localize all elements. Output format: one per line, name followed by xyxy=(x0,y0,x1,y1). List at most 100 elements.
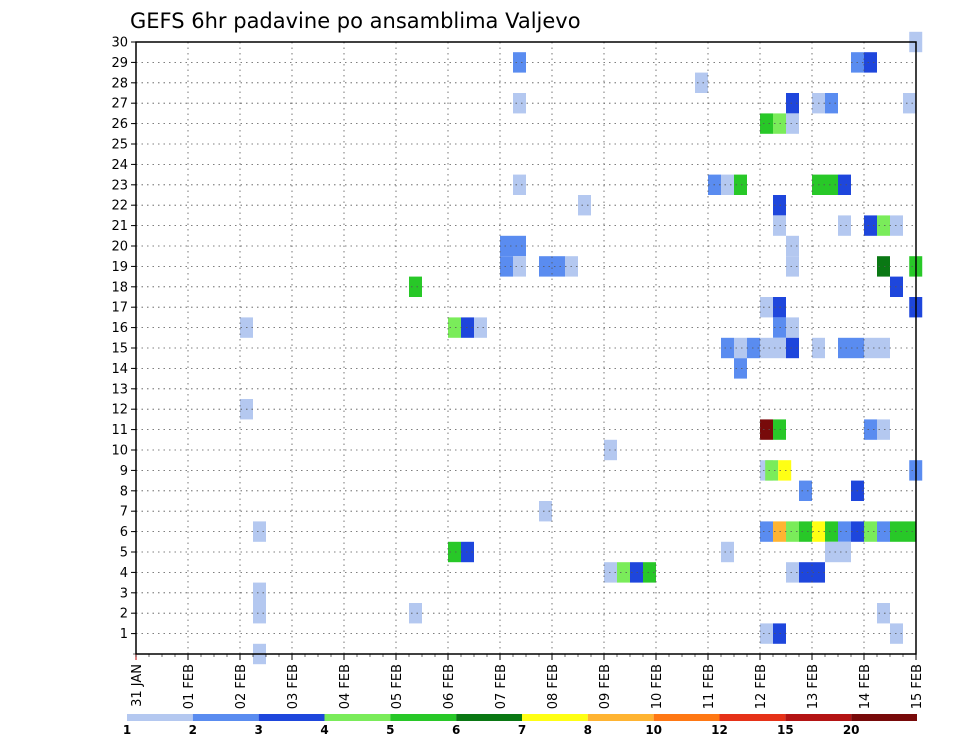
heatmap-cell xyxy=(760,337,786,359)
colorbar-label: 12 xyxy=(711,723,728,737)
heatmap-cell xyxy=(877,521,890,542)
colorbar-swatch xyxy=(390,714,457,721)
heatmap-cell xyxy=(786,93,799,114)
y-tick-label: 21 xyxy=(111,219,128,234)
y-tick-label: 6 xyxy=(120,525,128,540)
x-tick-label: 09 FEB xyxy=(598,664,613,709)
heatmap-cell xyxy=(799,521,812,542)
colorbar-label: 15 xyxy=(777,723,794,737)
y-tick-label: 1 xyxy=(120,627,128,642)
heatmap-cell xyxy=(877,603,890,624)
y-tick-label: 29 xyxy=(111,56,128,71)
heatmap-cell xyxy=(903,93,916,114)
x-tick-label: 03 FEB xyxy=(286,664,301,709)
y-tick-label: 13 xyxy=(111,382,128,397)
colorbar-label: 5 xyxy=(386,723,394,737)
heatmap-cell xyxy=(877,419,890,440)
y-tick-label: 4 xyxy=(120,566,128,581)
heatmap-cell xyxy=(864,215,877,236)
heatmap-cell xyxy=(760,297,773,318)
colorbar-label: 10 xyxy=(645,723,662,737)
heatmap-cell xyxy=(838,521,851,542)
heatmap-cell xyxy=(513,52,526,73)
heatmap-cell xyxy=(786,235,799,257)
x-tick-label: 12 FEB xyxy=(754,664,769,709)
heatmap-cell xyxy=(825,541,851,563)
heatmap-cell xyxy=(864,521,877,542)
heatmap-cell xyxy=(643,562,656,583)
colorbar-label: 1 xyxy=(123,723,131,737)
y-tick-label: 3 xyxy=(120,586,128,601)
heatmap-cell xyxy=(448,541,461,563)
y-tick-label: 12 xyxy=(111,403,128,418)
colorbar-swatch xyxy=(324,714,391,721)
heatmap-cell xyxy=(786,317,799,338)
y-tick-label: 11 xyxy=(111,423,128,438)
heatmap-cell xyxy=(760,521,773,542)
x-axis: 31 JAN 01 FEB 02 FEB 03 FEB 04 FEB 05 FEB 06 F… xyxy=(130,654,925,709)
heatmap-cell xyxy=(578,195,591,216)
heatmap-cell xyxy=(760,113,773,134)
heatmap-cell xyxy=(799,562,825,583)
y-tick-label: 26 xyxy=(111,117,128,132)
heatmap-cell xyxy=(721,337,734,359)
heatmap-cell xyxy=(786,337,799,359)
colorbar-label: 3 xyxy=(254,723,262,737)
y-axis: 1234567891011121314151617181920212223242… xyxy=(111,36,136,655)
x-tick-label: 02 FEB xyxy=(234,664,249,709)
y-tick-label: 8 xyxy=(120,484,128,499)
x-tick-label: 13 FEB xyxy=(806,664,821,709)
colorbar-swatch xyxy=(719,714,786,721)
x-tick-label: 07 FEB xyxy=(494,664,509,709)
heatmap-cell xyxy=(864,337,890,359)
heatmap-cell xyxy=(877,256,890,277)
x-tick-label: 15 FEB xyxy=(910,664,925,709)
grid-layer xyxy=(136,42,916,654)
colorbar-swatch xyxy=(258,714,325,721)
colorbar-label: 2 xyxy=(189,723,197,737)
colorbar-label: 20 xyxy=(843,723,860,737)
y-tick-label: 17 xyxy=(111,301,128,316)
heatmap-cell xyxy=(513,93,526,114)
heatmap-cell xyxy=(760,623,773,644)
y-tick-label: 14 xyxy=(111,362,128,377)
colorbar: 1 2 3 4 5 6 7 8 10 12 15 20 xyxy=(123,714,917,737)
x-tick-label: 11 FEB xyxy=(702,664,717,709)
heatmap-cell xyxy=(778,460,792,481)
y-tick-label: 25 xyxy=(111,138,128,153)
y-tick-label: 7 xyxy=(120,505,128,520)
colorbar-swatch xyxy=(127,714,193,721)
heatmap-cell xyxy=(786,521,799,542)
heatmap-cell xyxy=(825,93,838,114)
colorbar-label: 4 xyxy=(320,723,328,737)
heatmap-cell xyxy=(734,174,747,195)
heatmap-cell xyxy=(253,521,266,542)
colorbar-label: 7 xyxy=(518,723,526,737)
y-tick-label: 2 xyxy=(120,607,128,622)
x-tick-label: 01 FEB xyxy=(182,664,197,709)
cells-layer xyxy=(240,31,923,665)
heatmap-cell xyxy=(695,72,708,93)
colorbar-swatch xyxy=(785,714,852,721)
heatmap-cell xyxy=(786,113,799,134)
heatmap-cell xyxy=(786,256,799,277)
y-tick-label: 16 xyxy=(111,321,128,336)
heatmap-cell xyxy=(799,480,812,501)
heatmap-cell xyxy=(864,52,877,73)
heatmap-cell xyxy=(838,174,851,195)
heatmap-cell xyxy=(786,562,799,583)
y-tick-label: 20 xyxy=(111,240,128,255)
colorbar-swatch xyxy=(587,714,654,721)
heatmap-cell xyxy=(734,337,747,359)
heatmap-cell xyxy=(864,419,877,440)
chart-title: GEFS 6hr padavine po ansamblima Valjevo xyxy=(130,9,581,33)
colorbar-swatch xyxy=(851,714,917,721)
heatmap-cell xyxy=(500,256,513,277)
y-tick-label: 24 xyxy=(111,158,128,173)
heatmap-cell xyxy=(877,215,890,236)
y-tick-label: 27 xyxy=(111,97,128,112)
x-tick-label: 14 FEB xyxy=(858,664,873,709)
colorbar-swatch xyxy=(192,714,259,721)
y-tick-label: 22 xyxy=(111,199,128,214)
